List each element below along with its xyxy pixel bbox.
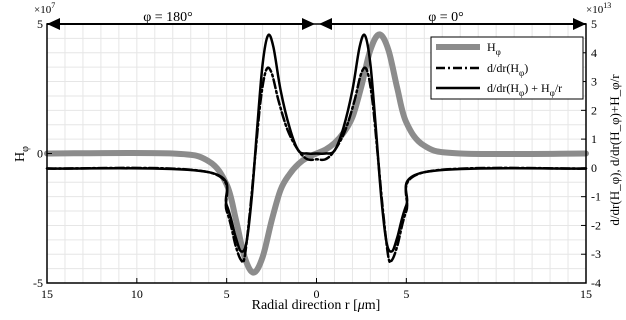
right-tick-label: -3: [591, 247, 601, 261]
legend-label-h-phi-main: H: [487, 40, 496, 54]
x-axis-label-rest: m]: [365, 298, 381, 313]
left-axis-label-main: H: [13, 152, 28, 162]
right-multiplier-base: ×10: [586, 4, 604, 16]
legend: Hφ d/dr(Hφ) d/dr(Hφ) + Hφ/r: [430, 36, 584, 100]
series-line-derivative: [45, 66, 588, 264]
left-tick-label: 0: [37, 147, 43, 161]
right-tick-label: 4: [591, 46, 597, 60]
x-tick-label: 10: [131, 287, 143, 301]
right-tick-label: 0: [591, 161, 597, 175]
x-tick-label: 5: [224, 287, 230, 301]
left-multiplier: ×107: [34, 1, 55, 16]
region-label-left: φ = 180°: [143, 10, 193, 25]
right-axis-label: d/dr(H_φ), d/dr(H_φ)+H_φ/r: [607, 74, 622, 226]
right-tick-label: -1: [591, 190, 601, 204]
legend-label-derivative-tail: ): [524, 61, 528, 75]
legend-label-derivative-text: d/dr(H: [487, 61, 519, 75]
legend-label-sum-text: d/dr(H: [487, 81, 519, 95]
legend-label-sum-tail2: /r: [555, 81, 562, 95]
x-tick-label: 0: [314, 287, 320, 301]
arrowhead-mid-left: [319, 18, 332, 30]
region-label-right: φ = 0°: [428, 10, 464, 25]
left-axis-label: Hφ: [13, 146, 31, 162]
arrowhead-right: [573, 18, 586, 30]
arrowhead-left: [47, 18, 60, 30]
series-layer: [44, 31, 589, 276]
series-line-sum: [45, 33, 588, 253]
right-multiplier-exp: 13: [603, 1, 611, 10]
legend-label-sum: d/dr(Hφ) + Hφ/r: [487, 81, 562, 98]
right-tick-label: -4: [591, 276, 601, 290]
left-multiplier-base: ×10: [34, 4, 52, 16]
left-multiplier-exp: 7: [51, 1, 55, 10]
right-tick-label: -2: [591, 218, 601, 232]
right-tick-label: 1: [591, 132, 597, 146]
legend-label-sum-tail: ) + H: [524, 81, 550, 95]
legend-label-h-phi: Hφ: [487, 40, 501, 57]
legend-label-sum-sub: φ: [519, 88, 524, 98]
legend-label-h-phi-sub: φ: [496, 47, 501, 57]
x-tick-label: 15: [41, 287, 53, 301]
arrowhead-mid-right: [302, 18, 315, 30]
legend-label-derivative-sub: φ: [519, 68, 524, 78]
x-tick-label: 15: [580, 287, 592, 301]
legend-label-sum-sub2: φ: [550, 88, 555, 98]
right-tick-label: 2: [591, 103, 597, 117]
legend-label-derivative: d/dr(Hφ): [487, 61, 528, 78]
left-tick-label: -5: [33, 276, 43, 290]
left-axis-label-sub: φ: [20, 146, 31, 152]
x-tick-label: 5: [403, 287, 409, 301]
right-multiplier: ×1013: [586, 1, 611, 16]
right-tick-label: 5: [591, 17, 597, 31]
region-annotations: φ = 180° φ = 0°: [47, 10, 586, 30]
right-tick-label: 3: [591, 75, 597, 89]
x-axis-label-mu: μ: [357, 298, 365, 313]
x-axis-label-prefix: Radial direction r [: [252, 298, 358, 313]
left-tick-label: 5: [37, 17, 43, 31]
x-axis-label: Radial direction r [μm]: [252, 298, 381, 313]
